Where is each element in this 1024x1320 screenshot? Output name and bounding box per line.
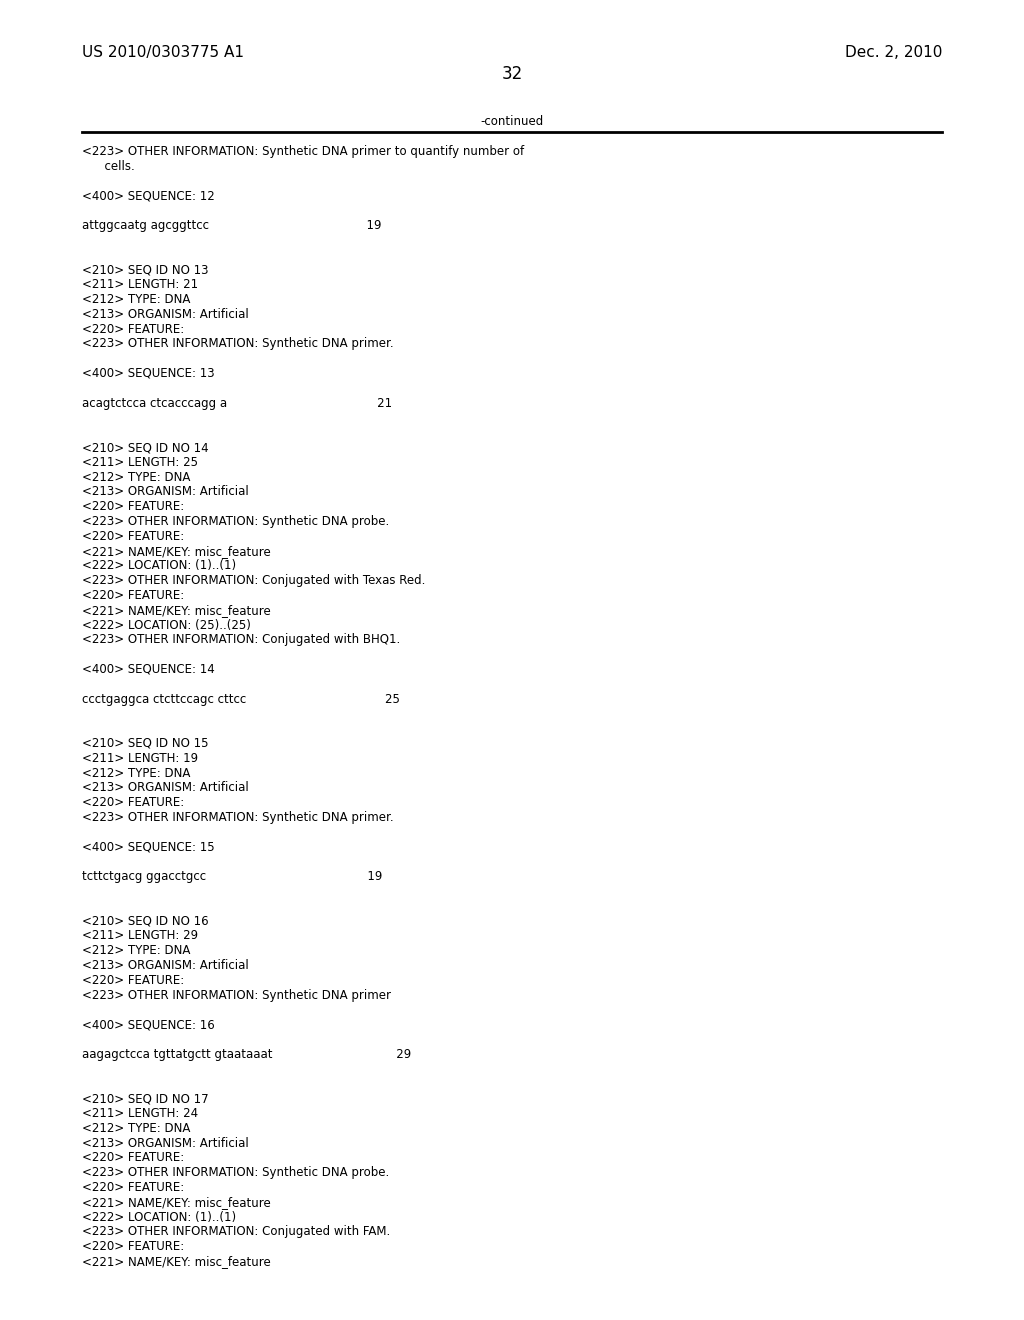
Text: <211> LENGTH: 29: <211> LENGTH: 29 bbox=[82, 929, 198, 942]
Text: Dec. 2, 2010: Dec. 2, 2010 bbox=[845, 45, 942, 59]
Text: <223> OTHER INFORMATION: Conjugated with FAM.: <223> OTHER INFORMATION: Conjugated with… bbox=[82, 1225, 390, 1238]
Text: <222> LOCATION: (1)..(1): <222> LOCATION: (1)..(1) bbox=[82, 1210, 237, 1224]
Text: <211> LENGTH: 25: <211> LENGTH: 25 bbox=[82, 455, 198, 469]
Text: aagagctcca tgttatgctt gtaataaat                                 29: aagagctcca tgttatgctt gtaataaat 29 bbox=[82, 1048, 412, 1061]
Text: <220> FEATURE:: <220> FEATURE: bbox=[82, 529, 184, 543]
Text: <222> LOCATION: (1)..(1): <222> LOCATION: (1)..(1) bbox=[82, 560, 237, 573]
Text: <400> SEQUENCE: 14: <400> SEQUENCE: 14 bbox=[82, 663, 215, 676]
Text: <213> ORGANISM: Artificial: <213> ORGANISM: Artificial bbox=[82, 486, 249, 499]
Text: <213> ORGANISM: Artificial: <213> ORGANISM: Artificial bbox=[82, 1137, 249, 1150]
Text: <223> OTHER INFORMATION: Synthetic DNA probe.: <223> OTHER INFORMATION: Synthetic DNA p… bbox=[82, 515, 389, 528]
Text: <223> OTHER INFORMATION: Conjugated with Texas Red.: <223> OTHER INFORMATION: Conjugated with… bbox=[82, 574, 425, 587]
Text: <223> OTHER INFORMATION: Synthetic DNA primer.: <223> OTHER INFORMATION: Synthetic DNA p… bbox=[82, 810, 393, 824]
Text: <212> TYPE: DNA: <212> TYPE: DNA bbox=[82, 944, 190, 957]
Text: <211> LENGTH: 24: <211> LENGTH: 24 bbox=[82, 1107, 198, 1119]
Text: <223> OTHER INFORMATION: Conjugated with BHQ1.: <223> OTHER INFORMATION: Conjugated with… bbox=[82, 634, 400, 647]
Text: tcttctgacg ggacctgcc                                           19: tcttctgacg ggacctgcc 19 bbox=[82, 870, 382, 883]
Text: <210> SEQ ID NO 17: <210> SEQ ID NO 17 bbox=[82, 1092, 209, 1105]
Text: <213> ORGANISM: Artificial: <213> ORGANISM: Artificial bbox=[82, 960, 249, 972]
Text: <222> LOCATION: (25)..(25): <222> LOCATION: (25)..(25) bbox=[82, 619, 251, 631]
Text: <210> SEQ ID NO 15: <210> SEQ ID NO 15 bbox=[82, 737, 209, 750]
Text: attggcaatg agcggttcc                                          19: attggcaatg agcggttcc 19 bbox=[82, 219, 382, 232]
Text: <220> FEATURE:: <220> FEATURE: bbox=[82, 796, 184, 809]
Text: <211> LENGTH: 21: <211> LENGTH: 21 bbox=[82, 279, 198, 292]
Text: <220> FEATURE:: <220> FEATURE: bbox=[82, 974, 184, 987]
Text: <211> LENGTH: 19: <211> LENGTH: 19 bbox=[82, 752, 198, 764]
Text: <220> FEATURE:: <220> FEATURE: bbox=[82, 589, 184, 602]
Text: <212> TYPE: DNA: <212> TYPE: DNA bbox=[82, 1122, 190, 1135]
Text: <210> SEQ ID NO 14: <210> SEQ ID NO 14 bbox=[82, 441, 209, 454]
Text: <210> SEQ ID NO 13: <210> SEQ ID NO 13 bbox=[82, 264, 209, 276]
Text: -continued: -continued bbox=[480, 115, 544, 128]
Text: ccctgaggca ctcttccagc cttcc                                     25: ccctgaggca ctcttccagc cttcc 25 bbox=[82, 693, 400, 706]
Text: <223> OTHER INFORMATION: Synthetic DNA probe.: <223> OTHER INFORMATION: Synthetic DNA p… bbox=[82, 1166, 389, 1179]
Text: <220> FEATURE:: <220> FEATURE: bbox=[82, 1151, 184, 1164]
Text: <223> OTHER INFORMATION: Synthetic DNA primer: <223> OTHER INFORMATION: Synthetic DNA p… bbox=[82, 989, 391, 1002]
Text: <221> NAME/KEY: misc_feature: <221> NAME/KEY: misc_feature bbox=[82, 545, 270, 557]
Text: <221> NAME/KEY: misc_feature: <221> NAME/KEY: misc_feature bbox=[82, 1255, 270, 1269]
Text: <400> SEQUENCE: 15: <400> SEQUENCE: 15 bbox=[82, 841, 215, 854]
Text: <400> SEQUENCE: 13: <400> SEQUENCE: 13 bbox=[82, 367, 215, 380]
Text: <212> TYPE: DNA: <212> TYPE: DNA bbox=[82, 293, 190, 306]
Text: 32: 32 bbox=[502, 65, 522, 83]
Text: <213> ORGANISM: Artificial: <213> ORGANISM: Artificial bbox=[82, 308, 249, 321]
Text: <400> SEQUENCE: 12: <400> SEQUENCE: 12 bbox=[82, 189, 215, 202]
Text: US 2010/0303775 A1: US 2010/0303775 A1 bbox=[82, 45, 244, 59]
Text: cells.: cells. bbox=[82, 160, 135, 173]
Text: <223> OTHER INFORMATION: Synthetic DNA primer.: <223> OTHER INFORMATION: Synthetic DNA p… bbox=[82, 338, 393, 350]
Text: acagtctcca ctcacccagg a                                        21: acagtctcca ctcacccagg a 21 bbox=[82, 396, 392, 409]
Text: <223> OTHER INFORMATION: Synthetic DNA primer to quantify number of: <223> OTHER INFORMATION: Synthetic DNA p… bbox=[82, 145, 524, 158]
Text: <212> TYPE: DNA: <212> TYPE: DNA bbox=[82, 471, 190, 483]
Text: <220> FEATURE:: <220> FEATURE: bbox=[82, 1241, 184, 1253]
Text: <212> TYPE: DNA: <212> TYPE: DNA bbox=[82, 767, 190, 780]
Text: <220> FEATURE:: <220> FEATURE: bbox=[82, 500, 184, 513]
Text: <210> SEQ ID NO 16: <210> SEQ ID NO 16 bbox=[82, 915, 209, 928]
Text: <213> ORGANISM: Artificial: <213> ORGANISM: Artificial bbox=[82, 781, 249, 795]
Text: <220> FEATURE:: <220> FEATURE: bbox=[82, 322, 184, 335]
Text: <220> FEATURE:: <220> FEATURE: bbox=[82, 1181, 184, 1195]
Text: <221> NAME/KEY: misc_feature: <221> NAME/KEY: misc_feature bbox=[82, 603, 270, 616]
Text: <400> SEQUENCE: 16: <400> SEQUENCE: 16 bbox=[82, 1018, 215, 1031]
Text: <221> NAME/KEY: misc_feature: <221> NAME/KEY: misc_feature bbox=[82, 1196, 270, 1209]
